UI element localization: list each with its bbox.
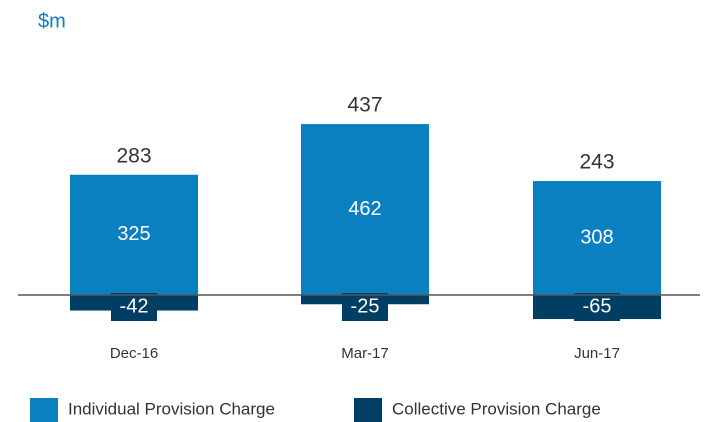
- value-label: 308: [580, 226, 613, 248]
- legend-label: Individual Provision Charge: [68, 399, 275, 418]
- legend-label: Collective Provision Charge: [392, 399, 601, 418]
- value-label-box: [111, 293, 157, 321]
- value-label: -42: [120, 295, 149, 317]
- value-label: 325: [117, 223, 150, 245]
- total-label: 283: [116, 144, 151, 167]
- x-tick-label: Jun-17: [574, 345, 620, 362]
- legend-swatch: [30, 398, 58, 422]
- total-label: 243: [579, 151, 614, 174]
- unit-label: $m: [38, 10, 66, 32]
- value-label-box: [342, 293, 388, 321]
- total-label: 437: [347, 94, 382, 117]
- value-label: -65: [583, 295, 612, 317]
- legend-swatch: [354, 398, 382, 422]
- value-label: 462: [348, 198, 381, 220]
- value-label: -25: [351, 295, 380, 317]
- x-tick-label: Dec-16: [110, 345, 158, 362]
- bar-segment: [70, 174, 198, 295]
- value-label-box: [574, 293, 620, 321]
- x-tick-label: Mar-17: [341, 345, 389, 362]
- bar-segment: [533, 181, 661, 295]
- bar-segment: [301, 124, 429, 295]
